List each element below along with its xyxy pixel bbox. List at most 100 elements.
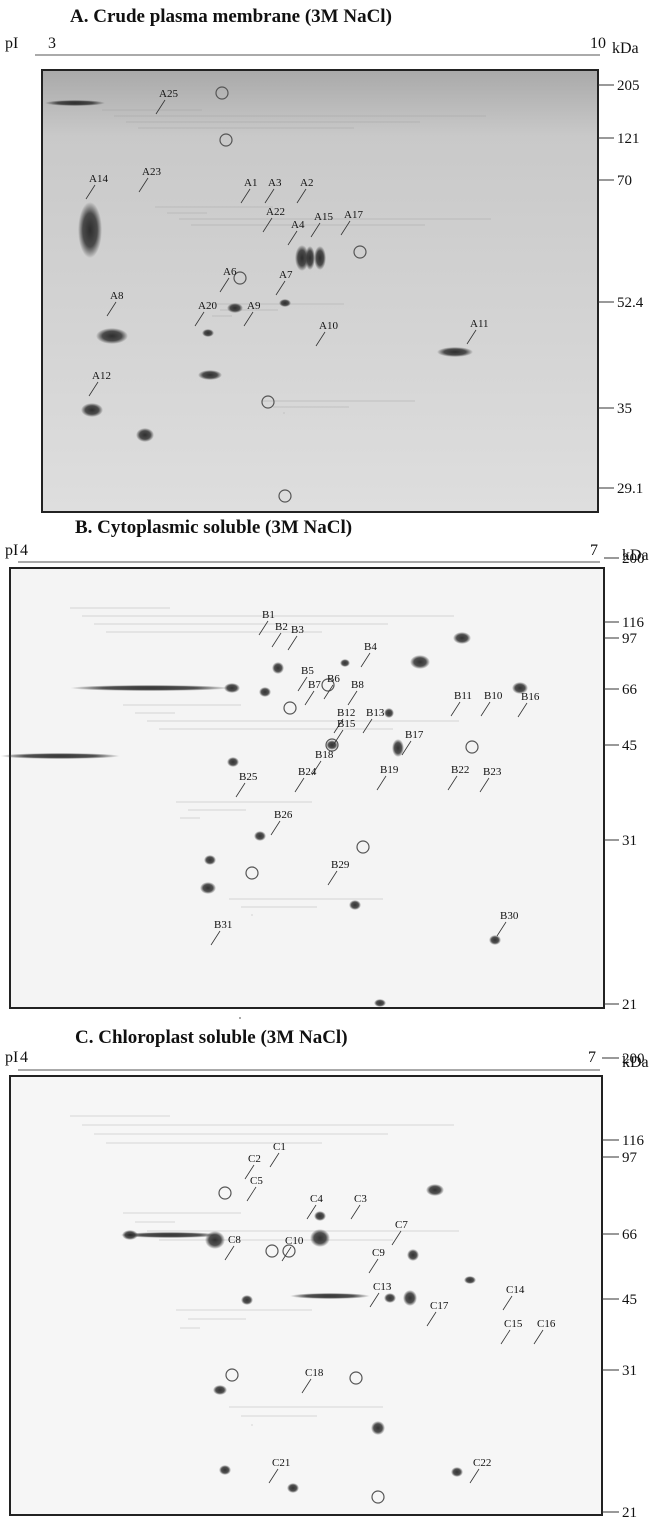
- spot-label: A23: [142, 166, 161, 178]
- protein-spot: [204, 855, 216, 865]
- spot-label: B2: [275, 621, 288, 633]
- protein-spot: [279, 299, 291, 307]
- spot-label: B19: [380, 764, 399, 776]
- mw-tick-label: 121: [617, 131, 640, 147]
- protein-spot: [213, 1385, 227, 1395]
- panel-title: A. Crude plasma membrane (3M NaCl): [70, 6, 392, 27]
- protein-spot: [384, 1293, 396, 1303]
- spot-leader: [447, 775, 458, 791]
- panel-title: C. Chloroplast soluble (3M NaCl): [75, 1027, 348, 1048]
- spot-leader: [376, 775, 387, 791]
- spot-label: B11: [454, 690, 472, 702]
- spot-leader: [315, 331, 326, 347]
- protein-spot: [70, 685, 230, 691]
- gel-image: [9, 1075, 603, 1516]
- panel-title: B. Cytoplasmic soluble (3M NaCl): [75, 517, 352, 538]
- protein-spot: [403, 1290, 417, 1306]
- spot-leader: [138, 177, 149, 193]
- spot-leader: [496, 921, 507, 937]
- spot-label: C4: [310, 1193, 323, 1205]
- marked-spot: [278, 489, 292, 503]
- spot-leader: [224, 1245, 235, 1261]
- spot-label: B16: [521, 691, 540, 703]
- marked-spot: [225, 1368, 239, 1382]
- mw-unit: kDa: [612, 40, 639, 57]
- spot-leader: [426, 1311, 437, 1327]
- spot-label: C7: [395, 1219, 408, 1231]
- ph-tick-label: 3: [48, 35, 56, 52]
- spot-leader: [391, 1230, 402, 1246]
- spot-label: C22: [473, 1457, 491, 1469]
- spot-label: A1: [244, 177, 257, 189]
- spot-label: B5: [301, 665, 314, 677]
- protein-spot: [426, 1184, 444, 1196]
- marked-spot: [265, 1244, 279, 1258]
- ph-tick-label: 10: [590, 35, 606, 52]
- protein-spot: [227, 303, 243, 313]
- protein-spot: [81, 403, 103, 417]
- protein-spot: [287, 1483, 299, 1493]
- protein-spot: [384, 708, 394, 718]
- protein-spot: [272, 662, 284, 674]
- protein-spot: [241, 1295, 253, 1305]
- protein-spot: [78, 202, 102, 258]
- spot-label: C21: [272, 1457, 290, 1469]
- spot-leader: [304, 690, 315, 706]
- protein-spot: [200, 882, 216, 894]
- spot-leader: [323, 684, 334, 700]
- spot-leader: [287, 635, 298, 651]
- mw-tick-label: 45: [622, 738, 637, 754]
- protein-spot: [0, 753, 120, 759]
- spot-label: A9: [247, 300, 261, 312]
- marked-spot: [283, 701, 297, 715]
- spot-leader: [450, 701, 461, 717]
- marked-spot: [261, 395, 275, 409]
- protein-spot: [122, 1230, 138, 1240]
- protein-spot: [407, 1249, 419, 1261]
- mw-tick-label: 31: [622, 833, 637, 849]
- spot-leader: [106, 301, 117, 317]
- mw-tick-label: 70: [617, 173, 632, 189]
- spot-label: A17: [344, 209, 363, 221]
- spot-label: C18: [305, 1367, 324, 1379]
- spot-label: A8: [110, 290, 124, 302]
- spot-leader: [480, 701, 491, 717]
- protein-spot: [227, 757, 239, 767]
- spot-label: B30: [500, 910, 519, 922]
- spot-label: C2: [248, 1153, 261, 1165]
- mw-tick-label: 29.1: [617, 481, 643, 497]
- protein-spot: [295, 245, 309, 271]
- protein-spot: [219, 1465, 231, 1475]
- spot-label: B7: [308, 679, 321, 691]
- spot-leader: [517, 702, 528, 718]
- spot-leader: [85, 184, 96, 200]
- spot-label: A4: [291, 219, 305, 231]
- marked-spot: [371, 1490, 385, 1504]
- spot-label: C13: [373, 1281, 392, 1293]
- spot-leader: [281, 1246, 292, 1262]
- ph-label: pI: [5, 35, 18, 52]
- spot-leader: [500, 1329, 511, 1345]
- spot-leader: [268, 1468, 279, 1484]
- spot-label: A7: [279, 269, 293, 281]
- spot-leader: [246, 1186, 257, 1202]
- spot-leader: [469, 1468, 480, 1484]
- spot-leader: [243, 311, 254, 327]
- mw-tick-label: 66: [622, 1227, 638, 1243]
- spot-label: B18: [315, 749, 334, 761]
- spot-leader: [360, 652, 371, 668]
- mw-tick-label: 97: [622, 1150, 638, 1166]
- spot-leader: [88, 381, 99, 397]
- spot-label: B10: [484, 690, 503, 702]
- protein-spot: [290, 1293, 370, 1299]
- spot-leader: [235, 782, 246, 798]
- spot-label: C9: [372, 1247, 385, 1259]
- mw-tick-label: 21: [622, 1505, 637, 1521]
- mw-tick-label: 31: [622, 1363, 637, 1379]
- spot-label: A15: [314, 211, 333, 223]
- spot-label: C16: [537, 1318, 556, 1330]
- spot-leader: [347, 690, 358, 706]
- protein-spot: [136, 428, 154, 442]
